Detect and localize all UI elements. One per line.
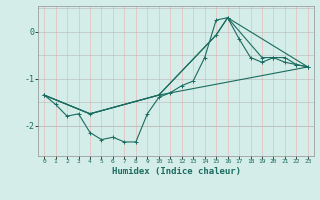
X-axis label: Humidex (Indice chaleur): Humidex (Indice chaleur) [111, 167, 241, 176]
